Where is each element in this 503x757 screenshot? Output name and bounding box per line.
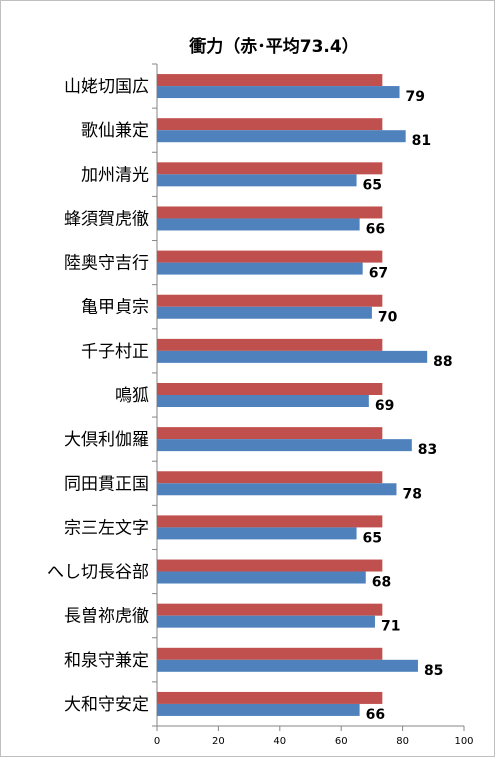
average-bar bbox=[157, 250, 383, 263]
data-label: 65 bbox=[363, 177, 382, 193]
value-bar bbox=[157, 571, 366, 584]
value-bar bbox=[157, 262, 363, 275]
data-label: 68 bbox=[372, 575, 391, 591]
x-tick-label: 0 bbox=[154, 736, 160, 747]
value-bar bbox=[157, 86, 400, 99]
data-label: 66 bbox=[366, 221, 385, 237]
chart-title: 衝力（赤･平均73.4） bbox=[188, 36, 358, 57]
average-bar bbox=[157, 74, 383, 87]
x-tick-label: 20 bbox=[212, 736, 225, 747]
category-label: 長曽祢虎徹 bbox=[64, 607, 149, 627]
data-label: 66 bbox=[366, 707, 385, 723]
x-tick-label: 40 bbox=[273, 736, 286, 747]
average-bar bbox=[157, 691, 383, 704]
data-label: 67 bbox=[369, 266, 388, 282]
data-label: 83 bbox=[418, 442, 437, 458]
data-label: 65 bbox=[363, 530, 382, 546]
data-label: 81 bbox=[412, 133, 431, 149]
average-bar bbox=[157, 294, 383, 307]
average-bar bbox=[157, 338, 383, 351]
value-bar bbox=[157, 439, 412, 452]
data-label: 78 bbox=[402, 486, 421, 502]
average-bar bbox=[157, 471, 383, 484]
category-label: 千子村正 bbox=[81, 342, 149, 362]
category-label: 鳴狐 bbox=[115, 386, 149, 406]
value-bar bbox=[157, 615, 375, 628]
value-bar bbox=[157, 659, 418, 672]
average-bar bbox=[157, 647, 383, 660]
category-label: 加州清光 bbox=[81, 165, 149, 185]
value-bar bbox=[157, 350, 428, 363]
value-bar bbox=[157, 395, 369, 407]
category-label: へし切長谷部 bbox=[47, 563, 149, 583]
value-bar bbox=[157, 306, 372, 319]
x-tick-label: 60 bbox=[335, 736, 348, 747]
category-label: 陸奥守吉行 bbox=[64, 254, 149, 274]
data-label: 71 bbox=[381, 619, 400, 635]
category-label: 大倶利伽羅 bbox=[64, 430, 149, 450]
average-bar bbox=[157, 515, 383, 528]
x-tick-label: 80 bbox=[396, 736, 409, 747]
data-label: 88 bbox=[433, 354, 452, 370]
category-label: 亀甲貞宗 bbox=[81, 298, 149, 318]
average-bar bbox=[157, 162, 383, 175]
value-bar bbox=[157, 483, 397, 496]
average-bar bbox=[157, 118, 383, 131]
data-label: 69 bbox=[375, 398, 394, 414]
data-label: 79 bbox=[406, 89, 425, 105]
average-bar bbox=[157, 603, 383, 616]
average-bar bbox=[157, 383, 383, 395]
value-bar bbox=[157, 703, 360, 716]
category-label: 山姥切国広 bbox=[64, 77, 149, 97]
category-label: 大和守安定 bbox=[64, 695, 149, 715]
value-bar bbox=[157, 130, 406, 143]
average-bar bbox=[157, 206, 383, 219]
category-label: 蜂須賀虎徹 bbox=[64, 209, 149, 229]
value-bar bbox=[157, 218, 360, 231]
value-bar bbox=[157, 527, 357, 540]
average-bar bbox=[157, 559, 383, 572]
category-label: 同田貫正国 bbox=[64, 474, 149, 494]
data-label: 85 bbox=[424, 663, 443, 679]
average-bar bbox=[157, 427, 383, 440]
plot-area: 0 20 40 60 80 100 山姥切国広 79 歌仙兼定 81 加州清光 65 蜂須賀虎徹 66 陸奥… bbox=[47, 63, 474, 747]
value-bar bbox=[157, 174, 357, 187]
category-label: 歌仙兼定 bbox=[81, 121, 149, 141]
category-label: 宗三左文字 bbox=[64, 518, 149, 538]
x-tick-label: 100 bbox=[454, 736, 473, 747]
data-label: 70 bbox=[378, 310, 398, 326]
category-label: 和泉守兼定 bbox=[64, 651, 149, 671]
